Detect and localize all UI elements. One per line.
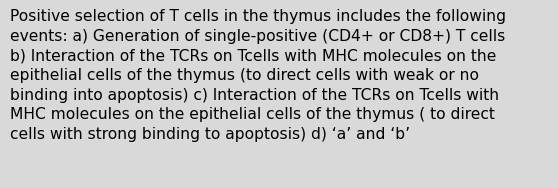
Text: Positive selection of T cells in the thymus includes the following
events: a) Ge: Positive selection of T cells in the thy… bbox=[10, 9, 506, 142]
